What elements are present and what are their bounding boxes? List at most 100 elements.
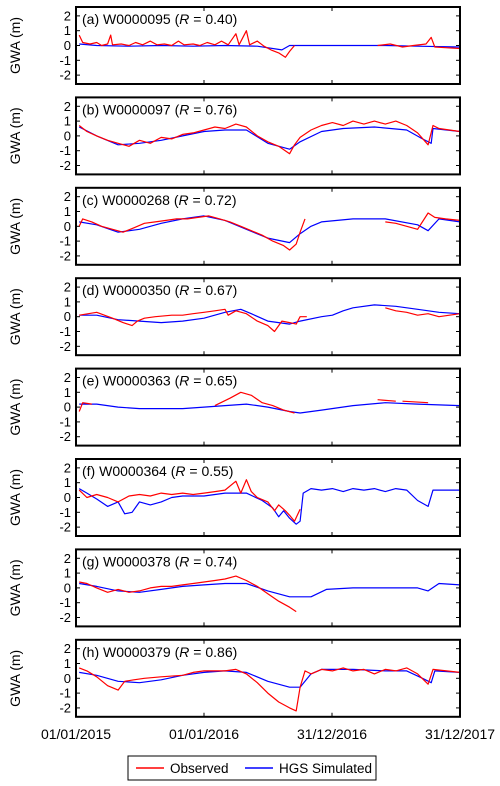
y-tick-label: -2 (59, 68, 71, 83)
y-axis-label: GWA (m) (7, 198, 23, 255)
y-tick-label: 2 (64, 8, 71, 23)
y-tick-label: -1 (59, 505, 71, 520)
y-tick-label: 1 (64, 204, 71, 219)
legend-label-observed: Observed (170, 761, 229, 776)
panel-label: (e) W0000363 (R = 0.65) (82, 373, 237, 389)
y-tick-label: -1 (59, 324, 71, 339)
observed-line (78, 120, 460, 155)
simulated-line (78, 488, 460, 525)
y-axis-label: GWA (m) (7, 17, 23, 74)
y-tick-label: -1 (59, 143, 71, 158)
y-tick-label: 2 (64, 280, 71, 295)
y-tick-label: -2 (59, 158, 71, 173)
x-tick-label: 31/12/2016 (297, 726, 367, 742)
y-tick-label: 1 (64, 475, 71, 490)
panel-label-prefix: (d) W0000350 ( (82, 282, 180, 298)
panel-label: (c) W0000268 (R = 0.72) (82, 192, 236, 208)
y-tick-label: 2 (64, 551, 71, 566)
panel-label-prefix: (f) W0000364 ( (82, 463, 176, 479)
panel-label-suffix: = 0.86) (189, 644, 237, 660)
panel-label-r: R (178, 192, 188, 208)
y-tick-label: -1 (59, 53, 71, 68)
simulated-line (78, 126, 460, 150)
observed-line (385, 307, 460, 318)
panel-frame (75, 458, 461, 537)
y-axis-label: GWA (m) (7, 107, 23, 164)
y-tick-label: 0 (64, 400, 71, 415)
legend: Observed HGS Simulated (127, 755, 377, 781)
y-tick-label: -1 (59, 686, 71, 701)
panel-label-suffix: = 0.55) (186, 463, 234, 479)
y-tick-label: -2 (59, 610, 71, 625)
panel-label-prefix: (e) W0000363 ( (82, 373, 180, 389)
panel-label: (a) W0000095 (R = 0.40) (82, 11, 237, 27)
y-tick-label: 2 (64, 370, 71, 385)
observed-line (79, 308, 307, 333)
x-tick-label: 01/01/2015 (41, 726, 111, 742)
panel-label: (h) W0000379 (R = 0.86) (82, 644, 237, 660)
panel-label-r: R (179, 282, 189, 298)
x-tick-label: 31/12/2017 (425, 726, 495, 742)
y-tick-label: 0 (64, 309, 71, 324)
simulated-line (79, 668, 460, 688)
observed-line (78, 215, 306, 251)
panel-frame (75, 186, 461, 266)
y-tick-label: -2 (59, 339, 71, 354)
panel-label-r: R (179, 553, 189, 569)
y-tick-label: 1 (64, 114, 71, 129)
panel-label-prefix: (b) W0000097 ( (82, 101, 180, 117)
observed-line (78, 667, 460, 712)
panel-label-suffix: = 0.74) (189, 553, 237, 569)
y-tick-label: 0 (64, 580, 71, 595)
y-tick-label: -1 (59, 234, 71, 249)
panel-label-suffix: = 0.72) (189, 192, 237, 208)
simulated-line (79, 215, 460, 244)
y-axis-label: GWA (m) (7, 559, 23, 616)
y-tick-label: 1 (64, 294, 71, 309)
y-tick-label: 0 (64, 38, 71, 53)
y-axis-label: GWA (m) (7, 379, 23, 436)
panel-label-prefix: (a) W0000095 ( (82, 11, 180, 27)
observed-line (214, 391, 295, 414)
y-tick-label: -2 (59, 248, 71, 263)
observed-line (78, 402, 92, 412)
y-tick-label: -2 (59, 429, 71, 444)
panel-label-suffix: = 0.65) (189, 373, 237, 389)
observed-line (385, 212, 460, 230)
y-tick-label: 2 (64, 641, 71, 656)
observed-line (78, 479, 301, 522)
observed-line (377, 36, 460, 50)
y-tick-label: 1 (64, 566, 71, 581)
simulated-line (79, 582, 460, 598)
panel-label: (g) W0000378 (R = 0.74) (82, 553, 237, 569)
panel-label-r: R (179, 101, 189, 117)
panel-frame (75, 548, 461, 628)
panel-label-r: R (179, 373, 189, 389)
x-tick-label: 01/01/2016 (169, 726, 239, 742)
observed-line (377, 399, 396, 402)
panel-frame (75, 6, 461, 85)
panel-label-r: R (175, 463, 185, 479)
panel-label: (f) W0000364 (R = 0.55) (82, 463, 233, 479)
y-axis-label: GWA (m) (7, 469, 23, 526)
panel-label-prefix: (g) W0000378 ( (82, 553, 180, 569)
panel-label-r: R (179, 644, 189, 660)
panel-label: (d) W0000350 (R = 0.67) (82, 282, 237, 298)
y-tick-label: 2 (64, 99, 71, 114)
panel-frame (75, 638, 461, 718)
panel-label-r: R (179, 11, 189, 27)
y-tick-label: 1 (64, 656, 71, 671)
panel-label-suffix: = 0.67) (189, 282, 237, 298)
panel-label-prefix: (h) W0000379 ( (82, 644, 180, 660)
y-tick-label: 2 (64, 189, 71, 204)
y-tick-label: -2 (59, 700, 71, 715)
simulated-line (79, 402, 460, 414)
